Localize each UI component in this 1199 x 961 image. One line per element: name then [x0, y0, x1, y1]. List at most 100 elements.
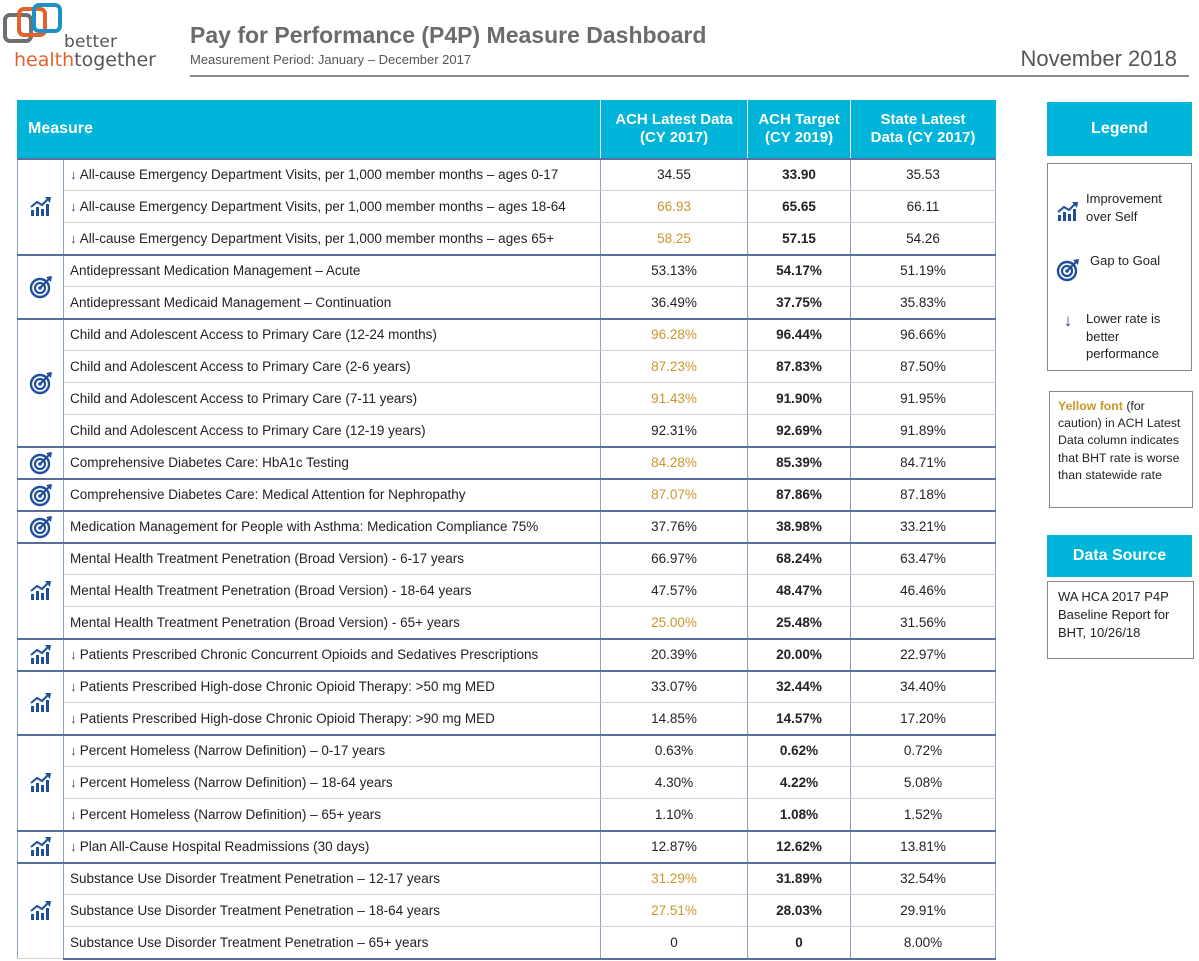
ach-latest-value: 37.76% [600, 509, 749, 544]
caution-label: Yellow font [1058, 399, 1123, 413]
measure-name: Medication Management for People with As… [63, 509, 602, 544]
measure-name: ↓ All-cause Emergency Department Visits, … [63, 190, 602, 223]
legend-lower-label: Lower rate is better performance [1086, 311, 1161, 362]
ach-target-value: 96.44% [747, 317, 852, 351]
table-row: Substance Use Disorder Treatment Penetra… [18, 926, 997, 960]
table-row: Mental Health Treatment Penetration (Bro… [18, 606, 997, 640]
ach-latest-value: 87.23% [600, 350, 749, 383]
legend-gap-label: Gap to Goal [1090, 253, 1161, 268]
table-row: Comprehensive Diabetes Care: Medical Att… [17, 477, 997, 512]
table-header-row: Measure ACH Latest Data (CY 2017) ACH Tar… [16, 100, 997, 159]
legend-improvement-label: Improvement over Self [1086, 191, 1162, 224]
measure-name: ↓ Percent Homeless (Narrow Definition) – … [63, 766, 602, 799]
down-arrow-icon: ↓ [70, 775, 77, 790]
gap-to-goal-icon [29, 451, 53, 475]
measure-icon-cell [17, 733, 64, 831]
state-latest-value: 46.46% [850, 574, 997, 607]
measure-name: ↓ All-cause Emergency Department Visits, … [63, 157, 602, 191]
table-row: Comprehensive Diabetes Care: HbA1c Testi… [17, 445, 997, 480]
ach-latest-value: 33.07% [600, 669, 749, 703]
state-latest-value: 87.50% [850, 350, 997, 383]
improvement-icon [29, 835, 53, 859]
ach-latest-value: 31.29% [600, 861, 749, 895]
state-latest-value: 35.83% [850, 286, 997, 320]
table-row: ↓ All-cause Emergency Department Visits, … [18, 190, 997, 223]
state-latest-value: 22.97% [850, 637, 997, 672]
ach-target-value: 91.90% [747, 382, 852, 415]
measure-name: Substance Use Disorder Treatment Penetra… [63, 861, 602, 895]
ach-latest-value: 0.63% [600, 733, 749, 767]
measure-name: Antidepressant Medication Management – A… [63, 253, 602, 287]
ach-latest-value: 1.10% [600, 798, 749, 832]
measure-name: Mental Health Treatment Penetration (Bro… [63, 574, 602, 607]
caution-text: (for caution) in ACH Latest Data column … [1058, 399, 1181, 482]
logo-mark-icon [3, 3, 62, 43]
down-arrow-icon: ↓ [70, 199, 77, 214]
ach-latest-value: 4.30% [600, 766, 749, 799]
state-latest-value: 32.54% [850, 861, 997, 895]
state-latest-value: 91.95% [850, 382, 997, 415]
legend-box: Improvement over Self Gap to Goal ↓ Lowe… [1047, 163, 1192, 371]
ach-latest-value: 66.93 [600, 190, 749, 223]
ach-latest-value: 14.85% [600, 702, 749, 736]
ach-latest-value: 34.55 [600, 157, 749, 191]
ach-target-value: 31.89% [747, 861, 852, 895]
ach-latest-value: 36.49% [600, 286, 749, 320]
ach-target-value: 0.62% [747, 733, 852, 767]
state-latest-value: 63.47% [850, 541, 997, 575]
measure-name: ↓ Patients Prescribed High-dose Chronic O… [63, 702, 602, 736]
table-row: Antidepressant Medicaid Management – Con… [18, 286, 997, 320]
ach-latest-value: 92.31% [600, 414, 749, 448]
state-latest-value: 87.18% [850, 477, 997, 512]
ach-target-value: 38.98% [747, 509, 852, 544]
ach-target-value: 48.47% [747, 574, 852, 607]
measure-name: ↓ Percent Homeless (Narrow Definition) – … [63, 733, 602, 767]
state-latest-value: 29.91% [850, 894, 997, 927]
ach-target-value: 92.69% [747, 414, 852, 448]
legend-improvement: Improvement over Self [1056, 190, 1176, 225]
ach-target-value: 37.75% [747, 286, 852, 320]
state-latest-value: 51.19% [850, 253, 997, 287]
state-latest-value: 34.40% [850, 669, 997, 703]
measure-name: Comprehensive Diabetes Care: Medical Att… [63, 477, 602, 512]
state-latest-value: 8.00% [850, 926, 997, 960]
gap-to-goal-icon [29, 515, 53, 539]
ach-target-value: 32.44% [747, 669, 852, 703]
state-latest-value: 1.52% [850, 798, 997, 832]
down-arrow-icon: ↓ [70, 743, 77, 759]
measure-name: ↓ All-cause Emergency Department Visits, … [63, 222, 602, 256]
legend-title: Legend [1047, 102, 1192, 156]
state-latest-value: 66.11 [850, 190, 997, 223]
data-source-title: Data Source [1047, 535, 1192, 577]
ach-latest-value: 12.87% [600, 829, 749, 864]
state-latest-value: 0.72% [850, 733, 997, 767]
measure-name: ↓ Plan All-Cause Hospital Readmissions (3… [63, 829, 602, 864]
ach-target-value: 20.00% [747, 637, 852, 672]
down-arrow-icon: ↓ [70, 839, 77, 854]
measure-name: ↓ Percent Homeless (Narrow Definition) – … [63, 798, 602, 832]
measure-icon-cell [17, 317, 64, 447]
ach-latest-value: 27.51% [600, 894, 749, 927]
measure-name: Mental Health Treatment Penetration (Bro… [63, 606, 602, 640]
measure-name: Child and Adolescent Access to Primary C… [63, 414, 602, 448]
ach-latest-value: 96.28% [600, 317, 749, 351]
gap-to-goal-icon [29, 371, 53, 395]
page-title: Pay for Performance (P4P) Measure Dashbo… [190, 22, 707, 48]
improvement-icon [29, 771, 53, 795]
measure-icon-cell [17, 445, 64, 480]
measure-icon-cell [17, 637, 64, 672]
table-row: ↓ Plan All-Cause Hospital Readmissions (3… [17, 829, 997, 864]
ach-latest-value: 87.07% [600, 477, 749, 512]
measure-name: Child and Adolescent Access to Primary C… [63, 350, 602, 383]
state-latest-value: 91.89% [850, 414, 997, 448]
logo-word-better: better [64, 32, 118, 52]
ach-target-value: 33.90 [747, 157, 852, 191]
measure-name: Child and Adolescent Access to Primary C… [63, 382, 602, 415]
state-latest-value: 84.71% [850, 445, 997, 480]
state-latest-value: 35.53 [850, 157, 997, 191]
ach-target-value: 1.08% [747, 798, 852, 832]
table-row: ↓ All-cause Emergency Department Visits, … [17, 157, 997, 255]
table-row: Child and Adolescent Access to Primary C… [17, 317, 997, 447]
measure-icon-cell [17, 861, 64, 959]
measure-name: Antidepressant Medicaid Management – Con… [63, 286, 602, 320]
